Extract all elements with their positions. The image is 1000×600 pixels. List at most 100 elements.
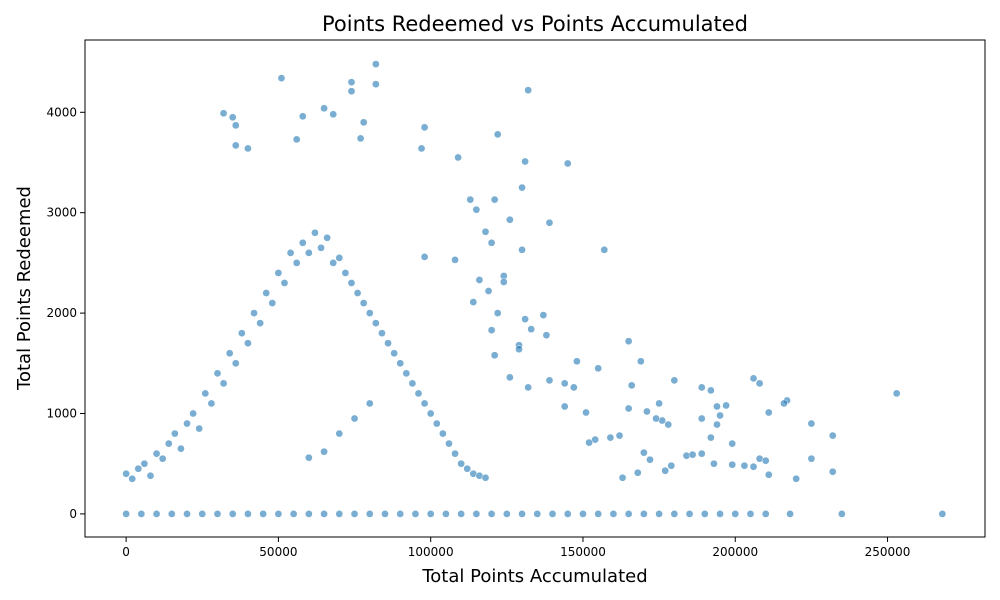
scatter-point <box>573 357 581 366</box>
scatter-point <box>761 456 770 465</box>
scatter-point <box>277 74 286 83</box>
scatter-point <box>487 326 496 335</box>
scatter-point <box>426 510 435 518</box>
scatter-point <box>521 315 529 323</box>
x-tick-label: 0 <box>122 545 130 559</box>
scatter-point <box>670 510 679 518</box>
scatter-point <box>710 459 718 468</box>
scatter-point <box>347 78 356 87</box>
scatter-point <box>697 449 706 458</box>
scatter-point <box>740 461 749 470</box>
scatter-point <box>560 402 569 411</box>
scatter-point <box>506 373 514 382</box>
scatter-point <box>707 433 715 442</box>
scatter-point <box>472 510 481 518</box>
scatter-point <box>353 289 362 297</box>
scatter-point <box>524 86 533 95</box>
scatter-point <box>731 510 740 518</box>
scatter-point <box>807 454 816 463</box>
scatter-point <box>128 474 137 483</box>
scatter-point <box>655 399 663 408</box>
scatter-point <box>219 379 228 388</box>
scatter-point <box>502 510 511 518</box>
y-axis: 0 1000 2000 3000 4000 <box>46 105 85 521</box>
scatter-point <box>305 453 313 462</box>
scatter-point <box>365 399 374 408</box>
scatter-point <box>716 411 724 420</box>
scatter-point <box>305 249 313 257</box>
scatter-point <box>256 319 264 327</box>
scatter-point <box>262 289 271 297</box>
x-axis: 0 50000 100000 150000 200000 250000 <box>122 537 910 559</box>
scatter-point <box>381 510 389 518</box>
scatter-point <box>615 431 624 440</box>
scatter-point <box>786 510 794 518</box>
scatter-point <box>417 144 426 153</box>
x-tick-label: 200000 <box>712 545 758 559</box>
scatter-point <box>728 460 737 469</box>
scatter-point <box>457 510 465 518</box>
scatter-point <box>396 510 405 518</box>
scatter-point <box>219 109 228 118</box>
scatter-point <box>289 510 298 518</box>
scatter-point <box>490 351 499 360</box>
scatter-point <box>177 444 185 453</box>
scatter-point <box>335 429 344 438</box>
scatter-point <box>445 439 453 448</box>
scatter-point <box>475 276 484 284</box>
scatter-point <box>518 510 526 518</box>
scatter-point <box>548 510 557 518</box>
scatter-point <box>420 253 429 261</box>
scatter-point <box>311 228 319 237</box>
scatter-point <box>667 461 676 470</box>
scatter-point <box>372 319 380 327</box>
scatter-point <box>515 345 523 354</box>
scatter-point <box>506 215 514 224</box>
scatter-point <box>231 141 240 150</box>
scatter-point <box>280 279 289 287</box>
scatter-point <box>481 473 490 482</box>
x-tick-label: 50000 <box>259 545 297 559</box>
scatter-point <box>490 195 499 204</box>
scatter-point <box>167 510 176 518</box>
scatter-point <box>228 510 237 518</box>
scatter-point <box>286 249 295 257</box>
scatter-point <box>493 309 502 317</box>
scatter-point <box>463 464 472 473</box>
scatter-point <box>484 287 493 295</box>
scatter-point <box>764 408 773 417</box>
scatter-point <box>347 279 356 287</box>
scatter-point <box>518 245 526 254</box>
scatter-point <box>828 431 837 440</box>
scatter-point <box>755 379 764 388</box>
y-tick-label: 2000 <box>46 306 77 320</box>
scatter-point <box>152 449 161 458</box>
y-tick-label: 3000 <box>46 206 77 220</box>
scatter-point <box>609 510 618 518</box>
scatter-point <box>563 510 572 518</box>
scatter-point <box>225 349 234 358</box>
scatter-point <box>323 233 331 242</box>
scatter-point <box>198 510 207 518</box>
scatter-point <box>688 450 697 459</box>
scatter-point <box>384 339 392 348</box>
scatter-point <box>487 238 496 247</box>
scatter-point <box>231 121 240 130</box>
scatter-point <box>780 399 788 408</box>
scatter-point <box>390 349 398 358</box>
scatter-point <box>749 374 758 383</box>
scatter-point <box>329 259 338 267</box>
scatter-point <box>259 510 268 518</box>
points-layer <box>122 60 947 518</box>
x-tick-label: 250000 <box>865 545 911 559</box>
scatter-point <box>152 510 161 518</box>
scatter-point <box>560 379 569 388</box>
scatter-point <box>365 309 374 317</box>
scatter-point <box>746 510 755 518</box>
scatter-point <box>521 157 529 166</box>
scatter-point <box>298 238 307 247</box>
scatter-point <box>244 339 252 348</box>
scatter-point <box>317 243 325 252</box>
scatter-point <box>146 471 155 480</box>
scatter-point <box>359 299 368 307</box>
